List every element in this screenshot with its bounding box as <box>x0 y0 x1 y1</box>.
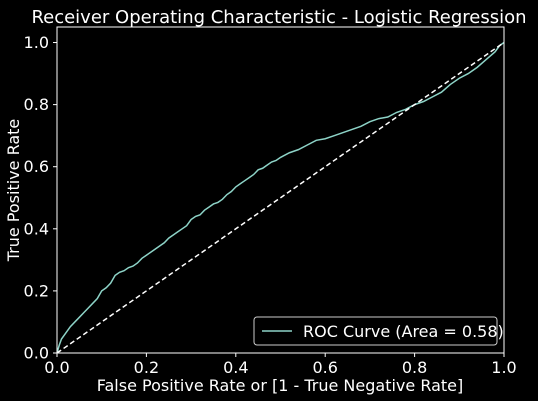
y-tick-label-1: 0.2 <box>24 281 49 300</box>
y-tick-label-0: 0.0 <box>24 344 49 363</box>
x-tick-marks <box>56 353 505 357</box>
y-tick-label-4: 0.8 <box>24 95 49 114</box>
plot-area <box>56 26 505 354</box>
x-tick-label-3: 0.6 <box>312 358 337 377</box>
series-layer <box>56 41 505 354</box>
roc-curve-line <box>56 41 505 354</box>
chart-title: Receiver Operating Characteristic - Logi… <box>31 7 526 28</box>
y-tick-label-3: 0.6 <box>24 157 49 176</box>
y-tick-marks <box>53 42 57 354</box>
x-tick-label-1: 0.2 <box>134 358 159 377</box>
y-tick-label-5: 1.0 <box>24 33 49 52</box>
x-tick-label-5: 1.0 <box>491 358 516 377</box>
x-axis: 0.0 0.2 0.4 0.6 0.8 1.0 False Positive R… <box>44 353 517 395</box>
y-axis: 0.0 0.2 0.4 0.6 0.8 1.0 True Positive Ra… <box>4 33 57 363</box>
x-axis-label: False Positive Rate or [1 - True Negativ… <box>97 376 464 395</box>
y-tick-label-2: 0.4 <box>24 219 49 238</box>
x-tick-label-2: 0.4 <box>223 358 248 377</box>
x-tick-label-4: 0.8 <box>402 358 427 377</box>
x-tick-label-0: 0.0 <box>44 358 69 377</box>
legend-label-roc-curve: ROC Curve (Area = 0.58) <box>303 322 504 341</box>
y-axis-label: True Positive Rate <box>4 119 23 263</box>
plot-frame <box>56 26 505 354</box>
chance-diagonal-line <box>56 41 505 354</box>
legend: ROC Curve (Area = 0.58) <box>253 316 504 346</box>
legend-box <box>253 316 498 346</box>
